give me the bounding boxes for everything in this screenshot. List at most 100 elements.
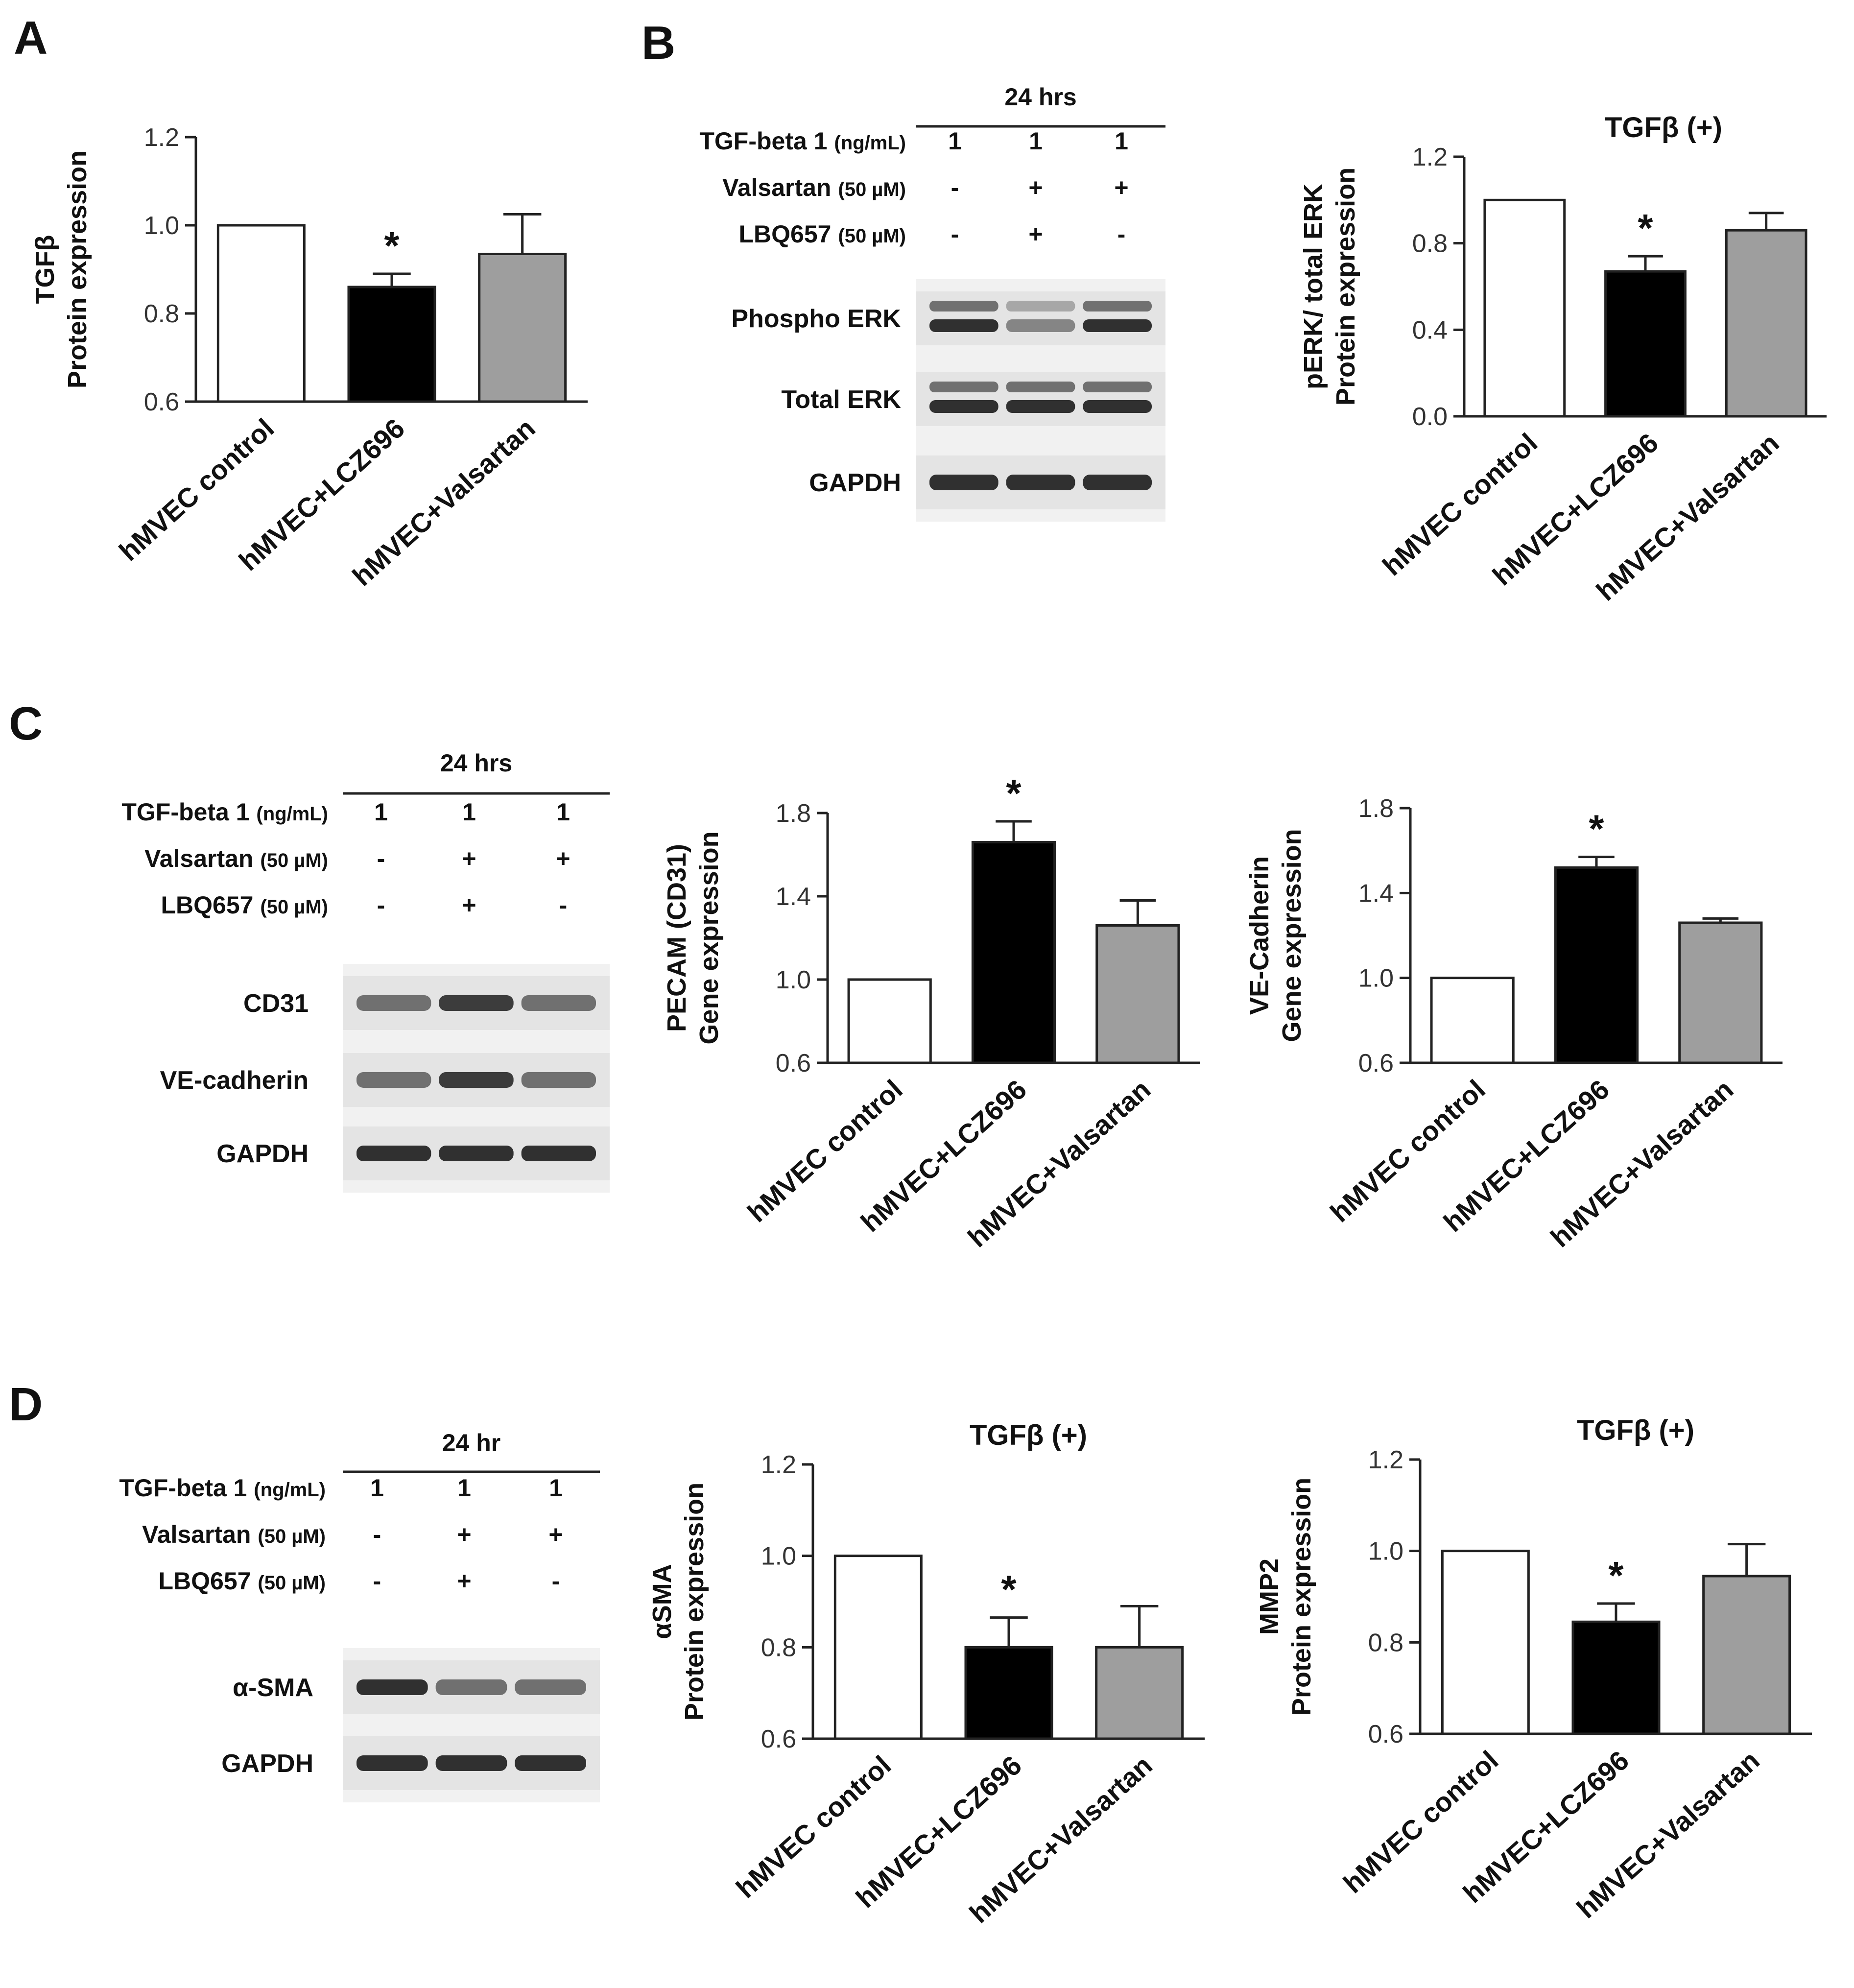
treatment-value: + — [1028, 220, 1043, 248]
treatment-value: - — [559, 891, 568, 919]
y-tick-label: 1.4 — [776, 883, 811, 911]
treatment-value: - — [951, 220, 959, 248]
y-tick-label: 1.8 — [1358, 794, 1394, 823]
bar-hmvec-valsartan — [1095, 924, 1180, 1064]
treatment-name: LBQ657 — [161, 891, 261, 919]
treatment-value: 1 — [556, 798, 570, 826]
band — [357, 1679, 428, 1695]
treatment-row-label: LBQ657 (50 µM) — [159, 1567, 326, 1595]
chart-title: TGFβ (+) — [970, 1419, 1087, 1451]
treatment-value: 1 — [457, 1474, 471, 1502]
treatment-name: LBQ657 — [159, 1567, 258, 1595]
bar-hmvec-lcz696 — [1554, 866, 1639, 1064]
treatment-value: 1 — [374, 798, 388, 826]
treatment-unit: (50 µM) — [838, 225, 906, 247]
blot-c: 24 hrs TGF-beta 1 (ng/mL) 1 1 1 Valsartan (50… — [121, 749, 610, 1193]
y-tick-label: 0.6 — [144, 388, 179, 416]
band — [357, 1146, 431, 1161]
bar-hmvec-control — [1441, 1550, 1530, 1735]
y-axis-label: VE-Cadherin Gene expression — [1245, 829, 1307, 1042]
significance-marker: * — [384, 224, 400, 267]
band — [439, 995, 514, 1011]
treatment-unit: (ng/mL) — [254, 1479, 326, 1501]
treatment-value: + — [548, 1521, 563, 1548]
significance-marker: * — [1638, 206, 1653, 250]
treatment-value: 1 — [1115, 127, 1128, 155]
treatment-value: + — [462, 845, 476, 872]
treatment-unit: (50 µM) — [260, 896, 328, 918]
panel-label-b: B — [642, 17, 675, 69]
band-label: CD31 — [243, 989, 309, 1018]
treatment-row-label: Valsartan (50 µM) — [142, 1521, 326, 1548]
band-lower — [929, 400, 998, 413]
band-label: Total ERK — [781, 385, 901, 414]
bar-hmvec-valsartan — [1678, 921, 1763, 1064]
band-label: VE-cadherin — [160, 1066, 309, 1095]
significance-marker: * — [1001, 1568, 1017, 1611]
y-axis-label-line: Protein expression — [680, 1483, 709, 1721]
y-tick-label: 0.6 — [776, 1049, 811, 1078]
y-axis-label-line: TGFβ — [30, 235, 60, 304]
y-tick-label: 0.4 — [1412, 316, 1448, 344]
band-lower — [1083, 400, 1152, 413]
bar-hmvec-lcz696 — [347, 286, 436, 403]
treatment-unit: (ng/mL) — [834, 132, 906, 154]
treatment-name: LBQ657 — [739, 220, 838, 248]
band-upper — [1006, 301, 1075, 311]
treatment-unit: (50 µM) — [258, 1526, 326, 1547]
treatment-value: + — [457, 1521, 471, 1548]
treatment-value: + — [457, 1567, 471, 1595]
y-tick-label: 1.0 — [144, 212, 179, 240]
band — [521, 1072, 596, 1088]
treatment-name: Valsartan — [142, 1521, 258, 1548]
treatment-row-label: Valsartan (50 µM) — [722, 174, 906, 201]
band — [515, 1755, 586, 1771]
treatment-value: 1 — [462, 798, 476, 826]
treatment-value: 1 — [549, 1474, 563, 1502]
chart-title: TGFβ (+) — [1605, 112, 1722, 144]
chart-title: TGFβ (+) — [1577, 1414, 1694, 1446]
y-tick-label: 1.2 — [144, 123, 179, 152]
band — [929, 475, 998, 490]
treatment-unit: (ng/mL) — [256, 803, 328, 825]
band-upper — [1083, 301, 1152, 311]
bar-hmvec-control — [216, 224, 306, 403]
band-lower — [1083, 319, 1152, 332]
treatment-value: - — [377, 891, 385, 919]
bar-hmvec-lcz696 — [971, 841, 1056, 1064]
band-label: GAPDH — [221, 1749, 313, 1778]
band — [435, 1755, 507, 1771]
y-axis-label-line: Gene expression — [694, 831, 724, 1044]
band-lower — [1006, 400, 1075, 413]
chart-d1: 0.6 0.8 1.0 1.2 αSMA Protein expression TGFβ (… — [647, 1419, 1205, 1929]
blot-b: 24 hrs TGF-beta 1 (ng/mL) 1 1 1 Valsartan (50… — [699, 83, 1165, 522]
treatment-value: - — [552, 1567, 560, 1595]
band — [521, 995, 596, 1011]
y-tick-label: 0.8 — [761, 1633, 796, 1662]
y-axis-label-line: Protein expression — [1287, 1478, 1316, 1716]
y-tick-label: 0.8 — [1412, 230, 1448, 258]
treatment-value: 1 — [1029, 127, 1043, 155]
chart-c2: 0.61.01.41.8VE-Cadherin Gene expressionhM… — [1245, 794, 1783, 1253]
y-axis-label-line: αSMA — [647, 1564, 677, 1639]
treatment-name: TGF-beta 1 — [119, 1474, 254, 1502]
panel-label-d: D — [9, 1378, 43, 1431]
y-axis-label-line: Gene expression — [1277, 829, 1307, 1042]
band-label: α-SMA — [233, 1674, 313, 1702]
treatment-name: Valsartan — [722, 174, 838, 201]
band — [521, 1146, 596, 1161]
treatment-value: 1 — [948, 127, 962, 155]
bar-hmvec-control — [833, 1555, 923, 1740]
bar-hmvec-valsartan — [1095, 1646, 1184, 1740]
y-tick-label: 1.4 — [1358, 879, 1394, 908]
band-upper — [929, 301, 998, 311]
y-axis-label-line: pERK/ total ERK — [1299, 184, 1328, 389]
significance-marker: * — [1589, 807, 1604, 851]
significance-marker: * — [1006, 771, 1022, 815]
treatment-name: TGF-beta 1 — [699, 127, 834, 155]
band — [439, 1072, 514, 1088]
y-tick-label: 0.8 — [1368, 1629, 1403, 1657]
bar-hmvec-lcz696 — [964, 1646, 1053, 1740]
